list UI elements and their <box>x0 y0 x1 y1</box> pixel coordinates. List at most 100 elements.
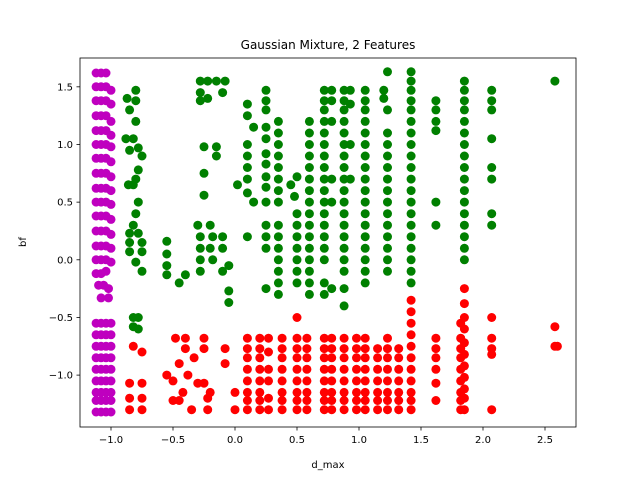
data-point <box>180 270 190 280</box>
data-point <box>106 85 116 95</box>
data-point <box>292 172 302 182</box>
data-point <box>360 333 370 343</box>
data-point <box>195 232 205 242</box>
data-point <box>319 116 329 126</box>
data-point <box>459 405 469 415</box>
data-point <box>339 232 349 242</box>
data-point <box>339 140 349 149</box>
data-point <box>273 151 283 161</box>
data-point <box>106 186 116 196</box>
data-point <box>242 396 252 405</box>
data-point <box>459 140 469 149</box>
data-point <box>261 149 271 159</box>
data-point <box>195 76 205 86</box>
data-point <box>174 278 184 288</box>
data-point <box>302 353 312 363</box>
data-point <box>137 247 147 257</box>
data-point <box>339 301 349 311</box>
data-point <box>394 387 404 397</box>
data-point <box>459 209 469 219</box>
data-point <box>487 349 497 359</box>
data-point <box>339 174 349 184</box>
data-point <box>187 405 197 415</box>
data-point <box>292 243 302 253</box>
data-point <box>242 174 252 184</box>
data-point <box>319 396 329 405</box>
data-point <box>327 197 337 207</box>
data-point <box>133 143 143 153</box>
data-point <box>459 76 469 86</box>
data-point <box>406 364 416 374</box>
data-point <box>319 243 329 253</box>
data-point <box>242 151 252 161</box>
data-point <box>339 353 349 363</box>
data-point <box>125 105 135 115</box>
data-point <box>319 105 329 115</box>
data-point <box>193 378 203 388</box>
data-point <box>133 197 143 207</box>
data-point <box>373 396 383 405</box>
data-point <box>406 341 416 351</box>
data-point <box>304 220 314 230</box>
data-point <box>261 232 271 242</box>
data-point <box>302 396 312 405</box>
data-point <box>459 116 469 126</box>
data-point <box>133 313 143 322</box>
data-point <box>406 174 416 184</box>
data-point <box>373 405 383 415</box>
data-point <box>406 376 416 386</box>
data-point <box>218 88 228 98</box>
data-point <box>137 238 147 247</box>
data-point <box>101 68 111 78</box>
data-point <box>339 105 349 115</box>
data-point <box>459 299 469 309</box>
data-point <box>137 405 147 415</box>
data-point <box>459 255 469 265</box>
data-point <box>379 93 389 103</box>
data-point <box>352 333 361 343</box>
data-point <box>273 186 283 196</box>
data-point <box>292 376 302 386</box>
data-point <box>249 122 259 132</box>
data-point <box>406 197 416 207</box>
data-point <box>304 197 314 207</box>
data-point <box>327 396 337 405</box>
data-point <box>128 134 138 144</box>
data-point <box>459 232 469 242</box>
data-point <box>487 405 497 415</box>
data-point <box>273 174 283 184</box>
y-tick-label: 0.0 <box>57 255 73 266</box>
data-point <box>96 293 106 303</box>
data-point <box>383 266 392 276</box>
data-point <box>550 322 560 332</box>
data-point <box>255 353 265 363</box>
data-point <box>339 266 349 276</box>
data-point <box>319 140 329 149</box>
data-point <box>431 126 441 136</box>
data-point <box>273 243 283 253</box>
data-point <box>319 197 329 207</box>
data-point <box>273 266 283 276</box>
data-point <box>106 407 116 417</box>
data-point <box>261 105 271 115</box>
data-point <box>431 105 441 115</box>
data-point <box>459 96 469 106</box>
data-point <box>360 186 370 196</box>
x-tick-label: 1.0 <box>351 435 367 446</box>
data-point <box>319 255 329 265</box>
data-point <box>104 293 113 303</box>
data-point <box>339 387 349 397</box>
data-point <box>106 142 116 152</box>
data-point <box>394 353 404 363</box>
x-tick-label: 1.5 <box>413 435 429 446</box>
data-point <box>211 142 221 152</box>
data-point <box>319 186 329 196</box>
data-point <box>487 85 497 95</box>
y-tick-label: −0.5 <box>49 313 73 324</box>
data-point <box>406 67 416 77</box>
data-point <box>383 405 392 415</box>
data-point <box>339 151 349 161</box>
data-point <box>319 387 329 397</box>
data-point <box>292 313 302 322</box>
